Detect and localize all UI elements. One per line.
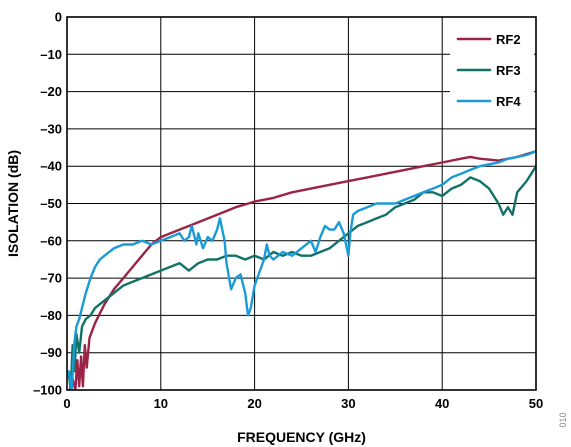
y-tick-label: –100	[33, 383, 62, 398]
y-axis-title: ISOLATION (dB)	[5, 150, 21, 257]
y-tick-label: –30	[40, 121, 62, 136]
legend: RF2 RF3 RF4	[450, 22, 534, 122]
x-tick-label: 50	[529, 396, 543, 411]
y-tick-label: –90	[40, 345, 62, 360]
x-tick-label: 30	[341, 396, 355, 411]
plot-border	[66, 16, 537, 391]
y-tick-label: –50	[40, 196, 62, 211]
legend-box	[450, 22, 534, 122]
x-tick-label: 10	[154, 396, 168, 411]
legend-label-rf2: RF2	[496, 32, 521, 47]
x-tick-label: 40	[435, 396, 449, 411]
x-tick-label: 0	[63, 396, 70, 411]
x-tick-label: 20	[247, 396, 261, 411]
y-tick-label: –60	[40, 233, 62, 248]
y-tick-label: –10	[40, 47, 62, 62]
x-axis-title: FREQUENCY (GHz)	[237, 429, 366, 445]
axis-ticks: 0 10 20 30 40 50 0 –10 –20 –30 –40 –50 –60 –70 –80 –90 –…	[33, 10, 543, 412]
legend-label-rf3: RF3	[496, 63, 521, 78]
y-tick-label: –70	[40, 271, 62, 286]
series-rf3-line	[67, 164, 536, 390]
y-tick-label: 0	[55, 10, 62, 25]
legend-label-rf4: RF4	[496, 94, 521, 109]
y-tick-label: –20	[40, 84, 62, 99]
series-rf2-line	[68, 150, 536, 390]
y-tick-label: –40	[40, 159, 62, 174]
figure-id: 010	[558, 412, 568, 427]
series-layer	[67, 150, 536, 390]
series-rf4-line	[67, 150, 536, 390]
y-tick-label: –80	[40, 308, 62, 323]
